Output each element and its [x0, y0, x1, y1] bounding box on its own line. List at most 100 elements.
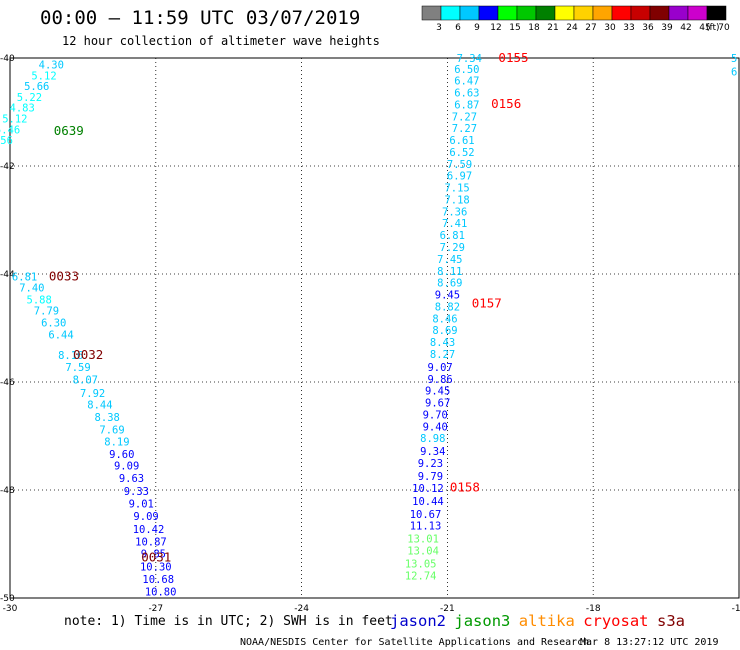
colorbar-unit: (ft) [706, 23, 720, 33]
wave-height-value: 7.29 [440, 242, 465, 254]
wave-height-value: 7.27 [452, 111, 477, 123]
wave-height-value: 6.97 [447, 171, 472, 183]
note-text: note: 1) Time is in UTC; 2) SWH is in fe… [64, 614, 393, 629]
wave-height-value: 7.59 [65, 362, 90, 374]
wave-height-value: 7.40 [19, 283, 44, 295]
colorbar-swatch [440, 5, 461, 21]
wave-height-value: 8.38 [95, 412, 120, 424]
legend-entry-altika: altika [519, 612, 575, 630]
wave-height-value: 7.15 [444, 183, 469, 195]
wave-height-value: 7.34 [457, 53, 482, 65]
y-tick-label: -42 [0, 162, 15, 172]
wave-height-value: 6.47 [454, 76, 479, 88]
wave-height-value: 7.69 [99, 425, 124, 437]
colorbar-swatch [554, 5, 575, 21]
x-tick-label: -21 [440, 604, 455, 614]
colorbar-swatch [459, 5, 480, 21]
colorbar-swatch [516, 5, 537, 21]
wave-height-value: 8.27 [430, 349, 455, 361]
wave-height-value: 6.81 [12, 272, 37, 284]
wave-height-value: 9.45 [425, 386, 450, 398]
colorbar-swatch [668, 5, 689, 21]
time-label: 0031 [141, 550, 171, 565]
legend-entry-jason2: jason2 [390, 612, 446, 630]
colorbar-swatch [611, 5, 632, 21]
colorbar-label: 42 [680, 23, 691, 33]
wave-height-value: 6.50 [454, 64, 479, 76]
wave-height-value: 6.81 [440, 230, 465, 242]
wave-height-value: 13.04 [407, 545, 439, 557]
wave-height-value: 10.30 [140, 562, 172, 574]
colorbar-label: 70 [718, 23, 730, 33]
wave-height-value: 9.60 [109, 449, 134, 461]
colorbar-swatch [535, 5, 556, 21]
wave-height-value: 8.43 [430, 337, 455, 349]
y-tick-label: -50 [0, 594, 15, 604]
x-tick-label: -27 [148, 604, 163, 614]
wave-height-value: 9.70 [423, 409, 448, 421]
colorbar-label: 45 [699, 23, 710, 33]
colorbar-label: 27 [585, 23, 596, 33]
colorbar-label: 15 [509, 23, 520, 33]
colorbar-label: 12 [490, 23, 501, 33]
colorbar-label: 21 [547, 23, 558, 33]
wave-height-value: 5 [731, 53, 737, 65]
wave-height-value: 12.74 [405, 570, 437, 582]
wave-height-value: 9.23 [418, 458, 443, 470]
wave-height-value: 9.07 [427, 362, 452, 374]
wave-height-value: 5.12 [31, 70, 56, 82]
time-label: 0639 [54, 123, 84, 138]
colorbar-label: 24 [566, 23, 578, 33]
wave-height-value: 8.69 [437, 278, 462, 290]
wave-height-value: 10.67 [410, 509, 442, 521]
wave-height-value: 9.09 [133, 511, 158, 523]
y-tick-label: -44 [0, 270, 15, 280]
colorbar-label: 36 [642, 23, 654, 33]
wave-height-value: 5.22 [17, 92, 42, 104]
wave-height-value: 9.63 [119, 473, 144, 485]
wave-height-value: 7.27 [452, 123, 477, 135]
legend-entry-s3a: s3a [657, 612, 685, 630]
wave-height-value: 6.30 [41, 318, 66, 330]
legend-entry-jason3: jason3 [454, 612, 510, 630]
wave-height-value: 8.46 [432, 313, 457, 325]
wave-height-value: 10.80 [145, 587, 177, 599]
colorbar-swatch [592, 5, 613, 21]
grid-lines [10, 58, 739, 598]
wave-height-value: 9.86 [427, 374, 452, 386]
colorbar-label: 33 [623, 23, 634, 33]
time-label: 0032 [73, 347, 103, 362]
colorbar-swatch [478, 5, 499, 21]
plot-frame [9, 57, 740, 599]
colorbar-swatch [706, 5, 727, 21]
time-label: 0157 [472, 296, 502, 311]
wave-height-value: 5.12 [2, 113, 27, 125]
wave-height-value: 13.05 [405, 558, 437, 570]
x-tick-label: -24 [294, 604, 309, 614]
y-tick-label: -48 [0, 486, 15, 496]
colorbar-swatch [573, 5, 594, 21]
colorbar-label: 9 [474, 23, 480, 33]
colorbar-label: 39 [661, 23, 673, 33]
colorbar-swatch [630, 5, 651, 21]
credit-text: NOAA/NESDIS Center for Satellite Applica… [240, 637, 589, 648]
wave-height-value: 9.45 [435, 290, 460, 302]
wave-height-value: 9.67 [425, 398, 450, 410]
y-tick-label: -40 [0, 54, 15, 64]
wave-height-value: 10.68 [142, 574, 174, 586]
colorbar-swatch [649, 5, 670, 21]
wave-height-value: 9.01 [129, 499, 154, 511]
wave-height-value: 7.18 [444, 194, 469, 206]
timestamp-text: Mar 8 13:27:12 UTC 2019 [580, 637, 718, 648]
data-points: 4.305.125.665.224.835.125.465.566.817.40… [0, 53, 737, 599]
wave-height-value: 7.45 [437, 254, 462, 266]
wave-height-value: 11.13 [410, 521, 442, 533]
y-tick-label: -46 [0, 378, 15, 388]
wave-height-value: 9.34 [420, 446, 445, 458]
y-axis-ticks: -40 -42 -44 -46 -48 -50 [0, 54, 15, 604]
wave-height-value: 6.87 [454, 99, 479, 111]
colorbar-label: 3 [436, 23, 442, 33]
chart-title: 00:00 – 11:59 UTC 03/07/2019 [40, 7, 360, 29]
